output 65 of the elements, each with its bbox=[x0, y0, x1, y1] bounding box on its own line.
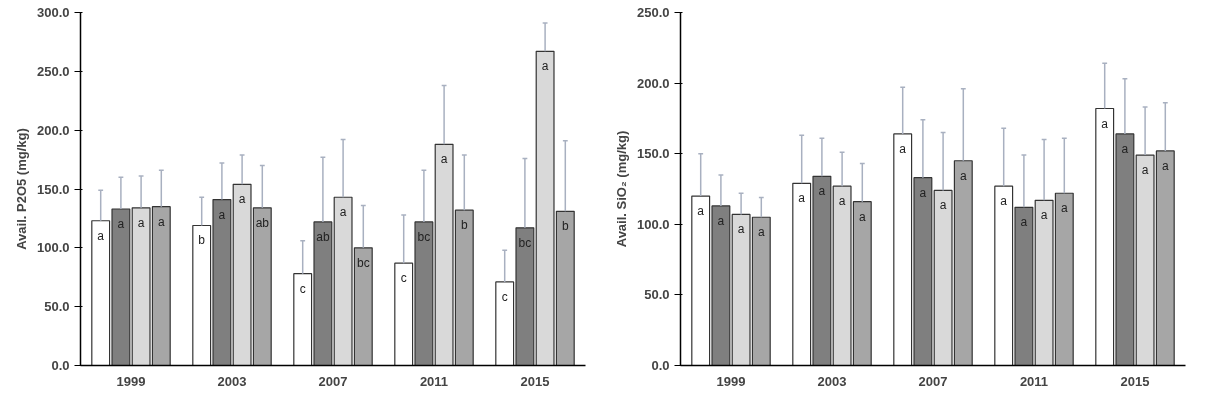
y-tick-label: 0.0 bbox=[651, 358, 670, 373]
data-label: a bbox=[818, 184, 826, 199]
data-label: a bbox=[440, 152, 448, 167]
data-label: bc bbox=[417, 229, 431, 244]
data-label: a bbox=[238, 192, 246, 207]
data-label: a bbox=[1101, 116, 1109, 131]
data-label: c bbox=[501, 289, 508, 304]
y-tick-label: 50.0 bbox=[44, 299, 70, 315]
data-label: bc bbox=[518, 235, 532, 250]
y-tick-label: 250.0 bbox=[636, 5, 670, 20]
data-label: a bbox=[1141, 163, 1149, 178]
data-label: a bbox=[157, 214, 165, 229]
data-label: a bbox=[717, 213, 725, 228]
data-label: a bbox=[137, 215, 145, 230]
data-label: a bbox=[858, 209, 866, 224]
y-tick-label: 150.0 bbox=[36, 181, 70, 197]
data-label: a bbox=[697, 204, 705, 219]
x-tick-label: 2015 bbox=[1120, 373, 1150, 389]
data-label: a bbox=[541, 59, 549, 74]
data-label: a bbox=[838, 194, 846, 209]
data-label: ab bbox=[255, 215, 270, 230]
data-label: a bbox=[899, 141, 907, 156]
y-tick-label: 150.0 bbox=[636, 146, 670, 162]
data-label: a bbox=[757, 225, 765, 240]
x-tick-label: 2003 bbox=[217, 373, 247, 389]
x-tick-label: 2011 bbox=[1019, 373, 1049, 389]
data-label: ab bbox=[316, 229, 330, 244]
y-tick-label: 300.0 bbox=[36, 5, 70, 20]
data-label: a bbox=[1121, 141, 1129, 156]
data-label: a bbox=[1000, 194, 1008, 209]
data-label: bc bbox=[356, 255, 370, 270]
data-label: a bbox=[117, 217, 125, 231]
data-label: a bbox=[339, 205, 347, 220]
y-tick-label: 0.0 bbox=[51, 358, 70, 373]
data-label: a bbox=[1161, 158, 1169, 173]
x-tick-label: 2007 bbox=[318, 373, 348, 389]
y-tick-label: 100.0 bbox=[636, 216, 670, 232]
y-tick-label: 250.0 bbox=[36, 63, 70, 79]
x-tick-label: 2003 bbox=[817, 373, 847, 389]
data-label: a bbox=[959, 168, 967, 183]
data-label: a bbox=[919, 185, 927, 200]
x-tick-label: 1999 bbox=[716, 373, 746, 389]
x-tick-label: 2015 bbox=[520, 373, 550, 389]
data-label: c bbox=[400, 271, 407, 286]
x-tick-label: 1999 bbox=[116, 373, 146, 389]
data-label: b bbox=[198, 233, 206, 248]
data-label: a bbox=[798, 191, 806, 206]
data-label: a bbox=[218, 207, 226, 222]
data-label: a bbox=[1040, 208, 1048, 223]
data-label: c bbox=[299, 281, 306, 296]
data-label: b bbox=[561, 219, 569, 234]
data-label: a bbox=[1020, 215, 1028, 230]
data-label: a bbox=[1060, 201, 1068, 216]
y-axis-title: Avail. P2O5 (mg/kg) bbox=[13, 128, 29, 250]
y-tick-label: 100.0 bbox=[36, 240, 70, 256]
data-label: a bbox=[939, 198, 947, 213]
y-tick-label: 200.0 bbox=[36, 122, 70, 138]
x-tick-label: 2011 bbox=[419, 373, 449, 389]
y-tick-label: 50.0 bbox=[644, 287, 670, 303]
y-axis-title: Avail. SiO₂ (mg/kg) bbox=[613, 130, 629, 248]
y-tick-label: 200.0 bbox=[636, 75, 670, 91]
x-tick-label: 2007 bbox=[918, 373, 948, 389]
data-label: a bbox=[97, 228, 105, 243]
data-label: a bbox=[737, 222, 745, 237]
data-label: b bbox=[460, 218, 468, 233]
